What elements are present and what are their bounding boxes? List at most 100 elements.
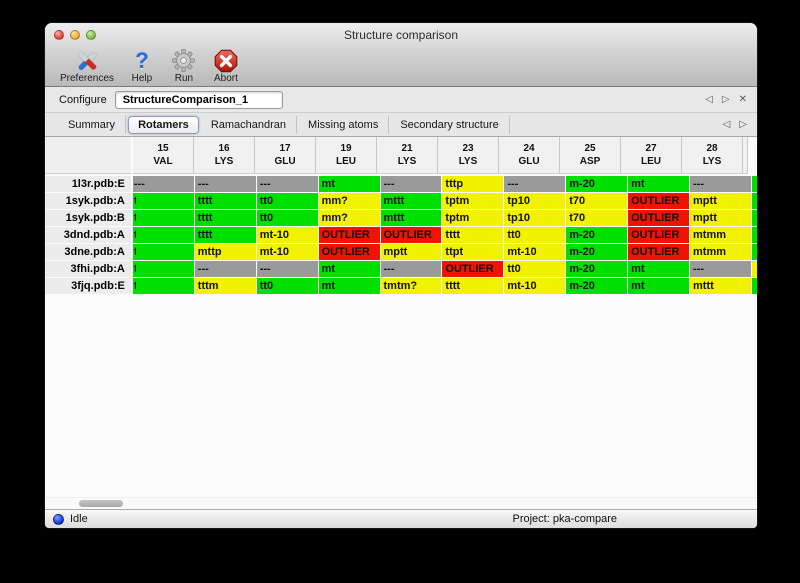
rotamer-cell[interactable]: tttt [442,278,504,294]
rotamer-cell[interactable]: tt0 [504,261,566,277]
row-label[interactable]: 3fjq.pdb:E [45,278,131,294]
rotamer-cell[interactable]: tt0 [256,210,318,226]
rotamer-cell[interactable]: t [132,210,194,226]
rotamer-cell[interactable]: mttt [380,210,442,226]
rotamer-cell[interactable]: t [132,261,194,277]
rotamer-cell[interactable]: tt0 [256,193,318,209]
rotamer-cell[interactable]: tt0 [256,278,318,294]
rotamer-cell[interactable]: tttt [194,227,256,243]
scrollbar-thumb[interactable] [79,500,123,507]
rotamer-cell[interactable]: tttm [194,278,256,294]
rotamer-cell[interactable]: m-20 [566,278,628,294]
rotamer-cell[interactable]: mm? [318,193,380,209]
rotamer-cell[interactable]: tptm [442,210,504,226]
rotamer-cell[interactable]: mptt [380,244,442,260]
rotamer-cell[interactable]: mm? [318,210,380,226]
tab-prev-arrow-icon[interactable]: ◁ [722,119,731,130]
rotamer-cell[interactable]: --- [194,176,256,192]
rotamer-cell[interactable]: m-20 [566,227,628,243]
rotamer-cell[interactable]: OUTLIER [318,227,380,243]
rotamer-cell[interactable]: OUTLIER [442,261,504,277]
rotamer-cell[interactable]: tttt [194,210,256,226]
minimize-button[interactable] [70,30,80,40]
rotamer-cell[interactable]: mt [628,261,690,277]
tab-ramachandran[interactable]: Ramachandran [201,115,298,134]
run-button[interactable]: Run [163,48,205,84]
column-header[interactable]: 28 LYS [682,137,743,174]
column-header[interactable]: 19 LEU [316,137,377,174]
next-arrow-icon[interactable]: ▷ [721,94,730,105]
rotamer-cell[interactable]: --- [132,176,194,192]
rotamer-cell[interactable]: ttpt [442,244,504,260]
rotamer-cell[interactable]: m-20 [566,176,628,192]
rotamer-cell[interactable]: mt-10 [256,227,318,243]
rotamer-cell[interactable]: --- [690,176,751,192]
rotamer-cell[interactable]: mt [628,176,690,192]
column-header[interactable]: 24 GLU [499,137,560,174]
rotamer-cell[interactable]: mptt [690,193,751,209]
help-button[interactable]: ? Help [121,48,163,85]
rotamer-cell[interactable]: mt-10 [504,278,566,294]
rotamer-cell[interactable]: OUTLIER [318,244,380,260]
horizontal-scrollbar[interactable] [45,497,757,509]
rotamer-cell[interactable]: mttt [690,278,751,294]
rotamer-cell[interactable]: --- [256,261,318,277]
column-header[interactable]: 17 GLU [255,137,316,174]
tab-missing-atoms[interactable]: Missing atoms [297,115,390,134]
rotamer-cell[interactable]: tt0 [504,227,566,243]
rotamer-cell[interactable]: mtmm [690,227,751,243]
rotamer-cell[interactable]: t [132,193,194,209]
rotamer-cell[interactable]: tptm [442,193,504,209]
tab-summary[interactable]: Summary [57,115,127,134]
rotamer-cell[interactable]: --- [690,261,751,277]
abort-button[interactable]: Abort [205,48,247,84]
row-label[interactable]: 1syk.pdb:A [45,193,131,209]
rotamer-cell[interactable]: OUTLIER [628,210,690,226]
row-label[interactable]: 3fhi.pdb:A [45,261,131,277]
rotamer-cell[interactable]: --- [380,261,442,277]
rotamer-cell[interactable]: --- [380,176,442,192]
rotamer-cell[interactable]: mt [318,261,380,277]
rotamer-cell[interactable]: mptt [690,210,751,226]
row-label[interactable]: 1l3r.pdb:E [45,176,131,192]
prev-arrow-icon[interactable]: ◁ [705,94,713,105]
rotamer-cell[interactable]: tmtm? [380,278,442,294]
rotamer-cell[interactable]: t70 [566,193,628,209]
rotamer-cell[interactable]: m-20 [566,244,628,260]
rotamer-cell[interactable]: mttp [194,244,256,260]
rotamer-cell[interactable]: --- [194,261,256,277]
rotamer-cell[interactable]: tttp [442,176,504,192]
rotamer-cell[interactable]: tttt [442,227,504,243]
rotamer-cell[interactable]: OUTLIER [628,244,690,260]
title-bar[interactable]: Structure comparison [45,23,757,46]
rotamer-cell[interactable]: mtmm [690,244,751,260]
tab-next-arrow-icon[interactable]: ▷ [739,119,747,130]
tab-rotamers[interactable]: Rotamers [128,115,199,134]
column-header[interactable]: 27 LEU [621,137,682,174]
column-header[interactable]: 23 LYS [438,137,499,174]
rotamer-cell[interactable]: t70 [566,210,628,226]
rotamer-cell[interactable]: m-20 [566,261,628,277]
rotamer-cell[interactable]: mttt [380,193,442,209]
column-header[interactable]: 21 LYS [377,137,438,174]
close-task-icon[interactable]: ✕ [738,94,747,105]
rotamer-cell[interactable]: t [132,278,194,294]
rotamer-cell[interactable]: --- [256,176,318,192]
rotamer-cell[interactable]: t [132,227,194,243]
row-label[interactable]: 3dnd.pdb:A [45,227,131,243]
rotamer-cell[interactable]: mt [628,278,690,294]
rotamer-cell[interactable]: --- [504,176,566,192]
tab-secondary-structure[interactable]: Secondary structure [389,115,510,134]
configure-name-input[interactable] [114,90,283,109]
rotamer-cell[interactable]: mt [318,176,380,192]
rotamer-cell[interactable]: tp10 [504,210,566,226]
rotamer-cell[interactable]: OUTLIER [628,227,690,243]
preferences-button[interactable]: Preferences [53,48,121,84]
rotamer-cell[interactable]: tttt [194,193,256,209]
rotamer-cell[interactable]: mt-10 [256,244,318,260]
column-header[interactable]: 25 ASP [560,137,621,174]
close-button[interactable] [54,30,64,40]
row-label[interactable]: 3dne.pdb:A [45,244,131,260]
rotamer-cell[interactable]: OUTLIER [380,227,442,243]
rotamer-cell[interactable]: mt [318,278,380,294]
